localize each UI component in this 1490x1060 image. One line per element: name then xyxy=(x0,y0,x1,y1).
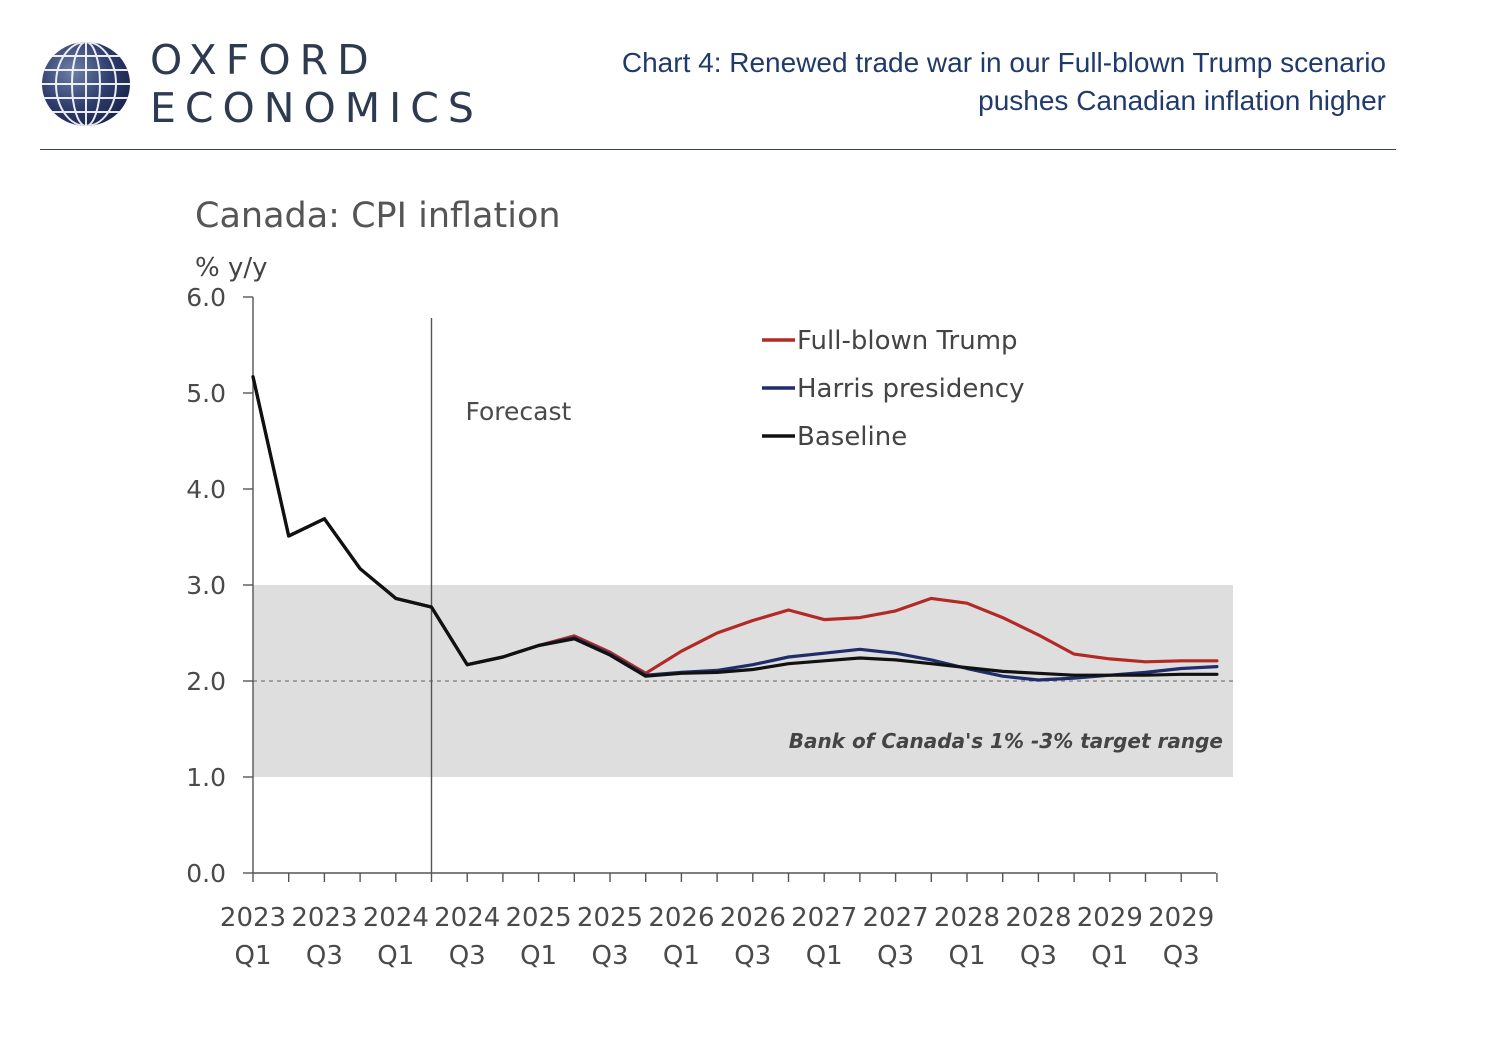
x-tick-year-label: 2027 xyxy=(863,903,929,933)
x-tick-quarter-label: Q3 xyxy=(306,941,343,971)
axes-layer: Forecast 0.0 1.0 2.0 3.0 4.0 5.0 6.0 2023 Q1 2023 Q… xyxy=(186,283,1218,971)
y-tick-label: 5.0 xyxy=(186,379,226,408)
series-layer xyxy=(251,375,1219,682)
x-tick-quarter-label: Q1 xyxy=(377,941,414,971)
x-tick-quarter-label: Q1 xyxy=(948,941,985,971)
x-tick-year-label: 2027 xyxy=(791,903,857,933)
x-tick-year-label: 2025 xyxy=(577,903,643,933)
x-tick-quarter-label: Q1 xyxy=(234,941,271,971)
y-tick-label: 4.0 xyxy=(186,475,226,504)
x-tick-year-label: 2029 xyxy=(1148,903,1214,933)
y-tick-label: 3.0 xyxy=(186,571,226,600)
y-tick-label: 6.0 xyxy=(186,283,226,312)
target-range-label: Bank of Canada's 1% -3% target range xyxy=(789,729,1223,753)
x-tick-quarter-label: Q3 xyxy=(1163,941,1200,971)
y-axis-label: % y/y xyxy=(195,253,268,283)
x-tick-year-label: 2025 xyxy=(506,903,572,933)
legend-label-harris: Harris presidency xyxy=(797,374,1025,404)
y-tick-label: 1.0 xyxy=(186,763,226,792)
x-tick-year-label: 2023 xyxy=(220,903,286,933)
x-tick-year-label: 2026 xyxy=(648,903,714,933)
header-divider xyxy=(40,149,1396,150)
x-tick-year-label: 2028 xyxy=(934,903,1000,933)
x-tick-quarter-label: Q3 xyxy=(734,941,771,971)
target-band-layer: Bank of Canada's 1% -3% target range xyxy=(253,585,1233,777)
y-tick-label: 0.0 xyxy=(186,859,226,888)
legend: Full-blown Trump Harris presidency Baselin… xyxy=(762,326,1025,452)
x-tick-year-label: 2029 xyxy=(1077,903,1143,933)
x-tick-year-label: 2024 xyxy=(363,903,429,933)
header-title-line-2: pushes Canadian inflation higher xyxy=(978,85,1386,116)
x-tick-year-label: 2026 xyxy=(720,903,786,933)
brand-line-1: OXFORD xyxy=(150,36,378,84)
x-tick-year-label: 2028 xyxy=(1005,903,1071,933)
x-tick-quarter-label: Q1 xyxy=(1091,941,1128,971)
legend-label-trump: Full-blown Trump xyxy=(797,326,1018,356)
x-tick-quarter-label: Q3 xyxy=(449,941,486,971)
legend-label-baseline: Baseline xyxy=(797,422,907,452)
x-tick-quarter-label: Q1 xyxy=(806,941,843,971)
forecast-label: Forecast xyxy=(466,397,572,426)
globe-icon xyxy=(42,42,130,126)
header-title: Chart 4: Renewed trade war in our Full-b… xyxy=(486,44,1386,120)
x-tick-quarter-label: Q3 xyxy=(877,941,914,971)
x-tick-year-label: 2024 xyxy=(434,903,500,933)
brand-line-2: ECONOMICS xyxy=(150,84,483,132)
x-tick-quarter-label: Q3 xyxy=(1020,941,1057,971)
header-title-line-1: Chart 4: Renewed trade war in our Full-b… xyxy=(621,47,1386,78)
x-tick-quarter-label: Q1 xyxy=(663,941,700,971)
y-tick-label: 2.0 xyxy=(186,667,226,696)
x-tick-quarter-label: Q1 xyxy=(520,941,557,971)
series-line-baseline xyxy=(251,375,1219,678)
x-tick-year-label: 2023 xyxy=(291,903,357,933)
chart-title: Canada: CPI inflation xyxy=(195,196,561,236)
oxford-economics-logo: OXFORD ECONOMICS xyxy=(40,36,474,130)
x-tick-quarter-label: Q3 xyxy=(591,941,628,971)
